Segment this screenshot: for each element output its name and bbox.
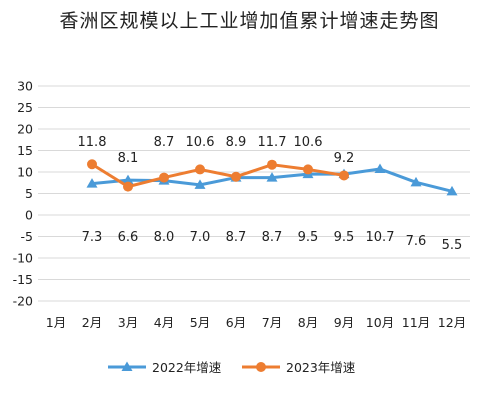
data-label: 8.7	[226, 230, 247, 245]
legend-label-2022: 2022年增速	[152, 360, 222, 375]
data-label: 7.0	[190, 230, 211, 245]
data-point-circle	[339, 170, 349, 181]
legend-marker-triangle	[121, 361, 133, 371]
data-label: 10.6	[294, 135, 323, 150]
data-label: 9.5	[298, 230, 319, 245]
x-tick-label: 7月	[262, 315, 282, 330]
data-point-circle	[303, 164, 313, 175]
x-tick-label: 2月	[82, 315, 102, 330]
x-tick-label: 8月	[298, 315, 318, 330]
y-tick-label: 15	[17, 143, 33, 158]
chart-title: 香洲区规模以上工业增加值累计增速走势图	[59, 10, 440, 32]
data-point-triangle	[194, 179, 206, 189]
data-point-triangle	[122, 174, 134, 185]
y-tick-label: 20	[17, 122, 33, 137]
data-label: 5.5	[442, 238, 463, 253]
y-tick-label: 0	[25, 208, 33, 223]
data-label: 11.7	[258, 135, 287, 150]
grid-lines	[38, 85, 470, 302]
data-label: 8.9	[226, 135, 247, 150]
y-tick-label: 5	[25, 186, 33, 201]
data-label: 8.1	[118, 151, 139, 166]
y-tick-label: -10	[13, 251, 33, 266]
x-tick-label: 12月	[438, 315, 466, 330]
y-tick-label: 25	[17, 100, 33, 115]
data-point-circle	[87, 159, 97, 170]
data-label: 8.0	[154, 230, 175, 245]
legend: 2022年增速 2023年增速	[108, 360, 356, 375]
data-label: 8.7	[262, 230, 283, 245]
y-tick-label: 10	[17, 165, 33, 180]
x-tick-label: 1月	[46, 315, 66, 330]
x-tick-label: 10月	[366, 315, 394, 330]
x-tick-label: 6月	[226, 315, 246, 330]
data-label: 7.3	[82, 230, 103, 245]
data-label: 10.7	[366, 230, 395, 245]
data-label: 9.2	[334, 151, 355, 166]
data-label: 8.7	[154, 135, 175, 150]
data-label: 10.6	[186, 135, 215, 150]
data-point-triangle	[410, 176, 422, 187]
legend-marker-circle	[256, 362, 266, 372]
data-labels: 7.3 6.6 8.0 7.0 8.7 8.7 9.5 9.5 10.7 7.6 5.5 11.8 8.…	[78, 135, 463, 253]
data-point-triangle	[446, 185, 458, 196]
data-point-triangle	[374, 163, 386, 173]
legend-label-2023: 2023年增速	[286, 360, 356, 375]
data-label: 9.5	[334, 230, 355, 245]
x-tick-label: 4月	[154, 315, 174, 330]
data-point-circle	[231, 171, 241, 182]
x-tick-label: 11月	[402, 315, 430, 330]
x-tick-label: 9月	[334, 315, 354, 330]
data-point-circle	[267, 159, 277, 170]
x-tick-label: 3月	[118, 315, 138, 330]
data-point-circle	[195, 164, 205, 175]
data-label: 11.8	[78, 135, 107, 150]
data-point-triangle	[266, 172, 278, 182]
series-line-2023	[91, 162, 345, 189]
y-tick-label: -20	[13, 294, 33, 309]
axis-labels: 30 25 20 15 10 5 0 -5 -10 -15 -20 1月 2月 3月 4月 5月 6月 7月 8月 9…	[13, 79, 467, 331]
data-label: 7.6	[406, 234, 427, 249]
y-tick-label: 30	[17, 79, 33, 94]
series-lines	[86, 159, 458, 196]
data-point-triangle	[86, 178, 98, 188]
y-tick-label: -5	[21, 229, 33, 244]
data-point-circle	[159, 172, 169, 183]
y-tick-label: -15	[13, 272, 33, 287]
data-label: 6.6	[118, 230, 139, 245]
data-point-circle	[123, 181, 133, 192]
x-tick-label: 5月	[190, 315, 210, 330]
